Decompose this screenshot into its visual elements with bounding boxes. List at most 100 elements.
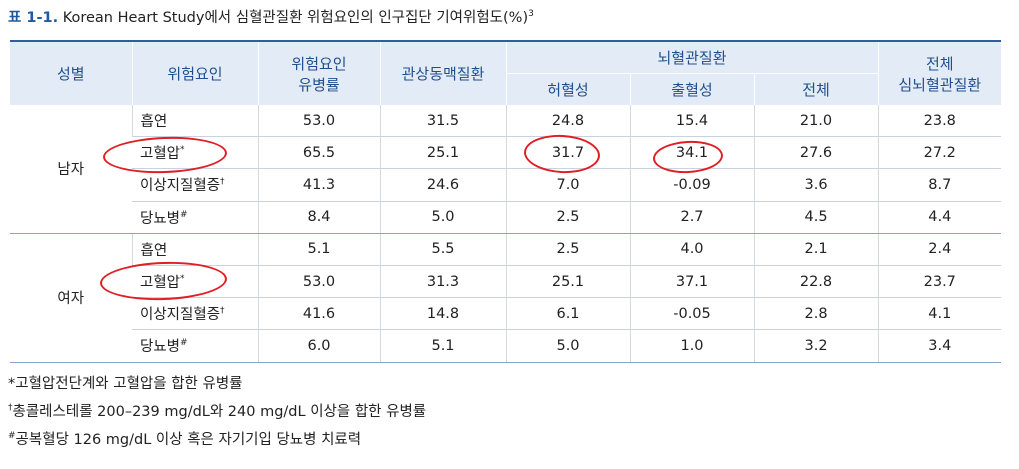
risk-factor-cell: 흡연 xyxy=(131,233,258,266)
risk-factor-cell: 이상지질혈증† xyxy=(132,297,258,331)
value-cell-hemorrhagic: 15.4 xyxy=(629,105,754,138)
table-row: 당뇨병# 6.0 5.1 5.0 1.0 3.2 3.4 xyxy=(10,329,1002,363)
risk-factor-label: 흡연 xyxy=(140,114,168,131)
table-row: 당뇨병# 8.4 5.0 2.5 2.7 4.5 4.4 xyxy=(10,201,1002,234)
table-row: 남자 흡연 53.0 31.5 24.8 15.4 21.0 23.8 xyxy=(10,105,1002,234)
header-cerebro-total: 전체 xyxy=(753,73,879,105)
value-cell-ischemic: 2.5 xyxy=(505,233,630,266)
risk-factor-cell: 당뇨병# xyxy=(132,329,258,363)
header-prevalence-line1: 위험요인 xyxy=(291,54,347,73)
value-cell-prevalence: 8.4 xyxy=(257,201,380,234)
value-cell-total-cvd: 23.8 xyxy=(877,105,1002,138)
value-cell-total-cvd: 3.4 xyxy=(877,329,1002,363)
value-cell-total-cvd: 27.2 xyxy=(877,136,1002,170)
header-total-line2: 심뇌혈관질환 xyxy=(898,75,982,94)
table-row: 이상지질혈증† 41.3 24.6 7.0 -0.09 3.6 8.7 xyxy=(10,168,1002,202)
value-cell-coronary: 5.1 xyxy=(379,329,506,363)
footnote-mark: # xyxy=(180,209,188,220)
footnote-text: 총콜레스테롤 200–239 mg/dL와 240 mg/dL 이상을 합한 유… xyxy=(12,404,427,420)
risk-factor-table: 성별 위험요인 위험요인 유병률 관상동맥질환 뇌혈관질환 전체 심뇌혈관질환 … xyxy=(10,40,1002,363)
value-cell-hemorrhagic: 1.0 xyxy=(629,329,754,363)
value-cell-total-cvd: 23.7 xyxy=(877,265,1002,299)
value-cell-hemorrhagic: 4.0 xyxy=(629,233,754,266)
table-caption: 표 1-1. Korean Heart Study에서 심혈관질환 위험요인의 … xyxy=(8,6,534,27)
reference-superscript: 3 xyxy=(528,9,534,20)
risk-factor-cell: 흡연 xyxy=(131,105,258,138)
risk-factor-label: 고혈압 xyxy=(140,146,181,163)
value-cell-hemorrhagic: 2.7 xyxy=(629,201,754,234)
value-cell-prevalence: 41.3 xyxy=(257,168,380,202)
value-cell-coronary: 31.5 xyxy=(379,105,506,138)
value-cell-coronary: 14.8 xyxy=(379,297,506,331)
value-cell-ischemic: 2.5 xyxy=(505,201,630,234)
header-sex: 성별 xyxy=(10,41,133,105)
header-ischemic: 허혈성 xyxy=(505,73,631,105)
risk-factor-label: 이상지질혈증 xyxy=(140,307,221,324)
risk-factor-cell: 당뇨병# xyxy=(132,201,258,234)
value-cell-hemorrhagic: -0.09 xyxy=(629,168,754,202)
table-row: 고혈압* 65.5 25.1 31.7 34.1 27.6 27.2 xyxy=(10,136,1002,170)
header-cerebrovascular: 뇌혈관질환 xyxy=(505,41,879,74)
value-cell-coronary: 5.0 xyxy=(379,201,506,234)
footnote-diabetes: #공복혈당 126 mg/dL 이상 혹은 자기기입 당뇨병 치료력 xyxy=(8,428,361,449)
header-prevalence: 위험요인 유병률 xyxy=(257,41,381,105)
value-cell-ischemic: 6.1 xyxy=(505,297,630,331)
value-cell-cerebro-total: 3.6 xyxy=(753,168,879,202)
header-prevalence-line2: 유병률 xyxy=(298,75,340,94)
footnote-mark: # xyxy=(180,338,188,349)
value-cell-coronary: 31.3 xyxy=(379,265,506,299)
header-total-line1: 전체 xyxy=(925,54,954,73)
value-cell-cerebro-total: 21.0 xyxy=(753,105,879,138)
value-cell-prevalence: 6.0 xyxy=(257,329,380,363)
value-cell-total-cvd: 2.4 xyxy=(877,233,1002,266)
table-row: 이상지질혈증† 41.6 14.8 6.1 -0.05 2.8 4.1 xyxy=(10,297,1002,331)
header-hemorrhagic: 출혈성 xyxy=(629,73,755,105)
header-risk-factor: 위험요인 xyxy=(131,41,259,105)
value-cell-ischemic: 7.0 xyxy=(505,168,630,202)
risk-factor-label: 고혈압 xyxy=(140,275,181,292)
value-cell-coronary: 24.6 xyxy=(379,168,506,202)
value-cell-ischemic: 24.8 xyxy=(505,105,630,138)
value-cell-cerebro-total: 4.5 xyxy=(753,201,879,234)
value-cell-prevalence: 5.1 xyxy=(257,233,380,266)
value-cell-ischemic: 25.1 xyxy=(505,265,630,299)
value-cell-coronary: 5.5 xyxy=(379,233,506,266)
value-cell-cerebro-total: 27.6 xyxy=(753,136,879,170)
table-body: 남자 흡연 53.0 31.5 24.8 15.4 21.0 23.8 고혈압* 65.5 25.1… xyxy=(10,105,1002,363)
value-cell-total-cvd: 8.7 xyxy=(877,168,1002,202)
value-cell-cerebro-total: 2.1 xyxy=(753,233,879,266)
value-cell-hemorrhagic: -0.05 xyxy=(629,297,754,331)
risk-factor-cell: 고혈압* xyxy=(132,265,258,299)
risk-factor-cell: 고혈압* xyxy=(132,136,258,170)
risk-factor-label: 흡연 xyxy=(140,242,168,259)
footnote-mark: # xyxy=(8,431,16,442)
table-header: 성별 위험요인 위험요인 유병률 관상동맥질환 뇌혈관질환 전체 심뇌혈관질환 … xyxy=(10,41,1002,105)
value-cell-coronary: 25.1 xyxy=(379,136,506,170)
header-total-cvd: 전체 심뇌혈관질환 xyxy=(877,41,1002,105)
footnote-mark: † xyxy=(220,306,225,317)
footnote-text: 공복혈당 126 mg/dL 이상 혹은 자기기입 당뇨병 치료력 xyxy=(15,432,362,448)
footnote-mark: † xyxy=(8,403,13,414)
header-coronary: 관상동맥질환 xyxy=(379,41,507,105)
value-cell-prevalence: 53.0 xyxy=(257,105,380,138)
footnote-hypertension: *고혈압전단계와 고혈압을 합한 유병률 xyxy=(8,372,243,393)
table-title-text: Korean Heart Study에서 심혈관질환 위험요인의 인구집단 기여… xyxy=(62,10,529,26)
risk-factor-cell: 이상지질혈증† xyxy=(132,168,258,202)
value-cell-hemorrhagic: 37.1 xyxy=(629,265,754,299)
footnote-dyslipidemia: †총콜레스테롤 200–239 mg/dL와 240 mg/dL 이상을 합한 … xyxy=(8,400,426,421)
footnote-mark: * xyxy=(180,145,185,156)
risk-factor-label: 당뇨병 xyxy=(140,339,181,356)
footnote-mark: † xyxy=(220,177,225,188)
value-cell-total-cvd: 4.4 xyxy=(877,201,1002,234)
value-cell-cerebro-total: 2.8 xyxy=(753,297,879,331)
value-cell-ischemic: 31.7 xyxy=(505,136,630,170)
value-cell-ischemic: 5.0 xyxy=(505,329,630,363)
value-cell-prevalence: 41.6 xyxy=(257,297,380,331)
sex-cell: 여자 xyxy=(10,233,132,363)
risk-factor-label: 이상지질혈증 xyxy=(140,178,221,195)
table-row: 여자 흡연 5.1 5.5 2.5 4.0 2.1 2.4 xyxy=(10,233,1002,363)
sex-cell: 남자 xyxy=(10,105,132,234)
value-cell-cerebro-total: 3.2 xyxy=(753,329,879,363)
table-row: 고혈압* 53.0 31.3 25.1 37.1 22.8 23.7 xyxy=(10,265,1002,299)
footnote-text: *고혈압전단계와 고혈압을 합한 유병률 xyxy=(8,376,243,392)
